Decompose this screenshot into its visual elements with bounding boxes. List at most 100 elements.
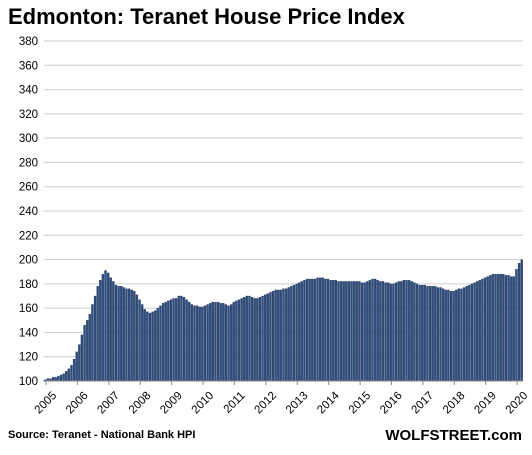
- y-tick-label: 200: [19, 255, 38, 267]
- bar: [431, 286, 434, 382]
- x-axis: 2005 2006 2007 2008 2009 2010 2011 2012 2013 2014…: [33, 381, 531, 417]
- bar: [413, 282, 416, 382]
- bar: [219, 303, 222, 382]
- bar: [138, 299, 141, 382]
- bar: [478, 280, 481, 382]
- bar: [470, 283, 474, 382]
- bar: [441, 288, 445, 382]
- bar: [256, 298, 259, 382]
- bar: [415, 283, 419, 382]
- bar: [324, 278, 327, 382]
- bar: [222, 303, 225, 382]
- bar: [389, 283, 392, 382]
- bar: [75, 351, 78, 382]
- bar: [392, 283, 395, 382]
- bar: [384, 282, 387, 382]
- bar: [352, 281, 356, 382]
- bar: [167, 300, 170, 382]
- bar: [193, 305, 196, 382]
- bar: [468, 284, 471, 382]
- x-tick-label: 2020: [504, 390, 531, 417]
- bar: [455, 289, 458, 382]
- y-tick-label: 240: [19, 206, 38, 218]
- bar: [334, 280, 338, 382]
- bar: [465, 286, 468, 382]
- bar: [284, 288, 288, 382]
- bar: [355, 281, 358, 382]
- bar: [99, 280, 102, 382]
- x-tick-label: 2011: [222, 390, 248, 416]
- bar: [481, 278, 484, 382]
- x-tick-label: 2015: [347, 390, 374, 417]
- bar: [358, 281, 361, 382]
- x-tick-label: 2014: [315, 389, 342, 416]
- bar: [313, 278, 317, 382]
- bar: [216, 301, 220, 382]
- bar: [407, 280, 411, 382]
- bar: [452, 290, 455, 382]
- bar: [298, 282, 301, 382]
- bar: [444, 289, 447, 382]
- bar: [379, 281, 382, 382]
- bar: [321, 277, 324, 382]
- bar: [245, 295, 249, 382]
- bar: [397, 281, 400, 382]
- y-tick-label: 100: [19, 376, 38, 388]
- bar: [421, 284, 424, 382]
- x-tick-label: 2007: [95, 390, 122, 417]
- bar: [489, 275, 492, 382]
- bar: [182, 297, 186, 382]
- bar: [274, 289, 277, 382]
- bar: [494, 273, 497, 382]
- bar: [303, 280, 306, 382]
- x-tick-label: 2018: [441, 390, 468, 417]
- bar: [290, 286, 293, 382]
- bar: [164, 301, 167, 382]
- bar: [305, 278, 309, 382]
- bar: [387, 282, 390, 382]
- bar: [83, 324, 86, 382]
- bar: [122, 287, 125, 382]
- bar: [146, 311, 149, 382]
- bar: [125, 288, 128, 382]
- x-tick-label: 2016: [378, 390, 405, 417]
- bar: [78, 344, 81, 382]
- bar: [154, 310, 157, 382]
- bar: [106, 272, 110, 382]
- bar: [237, 299, 241, 382]
- bar: [195, 305, 199, 382]
- bar: [62, 373, 65, 382]
- bar: [135, 294, 139, 382]
- bar: [140, 304, 144, 382]
- bar: [185, 299, 188, 382]
- bar: [428, 286, 432, 382]
- bar: [512, 276, 516, 382]
- bar: [190, 304, 194, 382]
- bar: [117, 286, 120, 382]
- bar: [143, 309, 146, 382]
- bar: [104, 270, 107, 382]
- source-note: Source: Teranet - National Bank HPI: [8, 429, 196, 441]
- bar: [400, 281, 403, 382]
- bar: [350, 281, 353, 382]
- y-tick-label: 360: [19, 60, 38, 72]
- bar: [292, 284, 296, 382]
- bar: [261, 295, 264, 382]
- bar: [224, 304, 228, 382]
- bar: [188, 301, 191, 382]
- bar: [72, 358, 76, 382]
- bar: [295, 283, 298, 382]
- bar: [483, 277, 487, 382]
- bar: [423, 284, 427, 382]
- bar: [360, 282, 364, 382]
- bar: [264, 294, 267, 382]
- y-tick-label: 300: [19, 133, 38, 145]
- bar: [109, 277, 112, 382]
- bar: [130, 289, 133, 382]
- bar: [476, 281, 479, 382]
- bar: [156, 307, 160, 382]
- bar: [209, 303, 212, 382]
- bar: [345, 281, 348, 382]
- x-tick-label: 2019: [472, 390, 499, 417]
